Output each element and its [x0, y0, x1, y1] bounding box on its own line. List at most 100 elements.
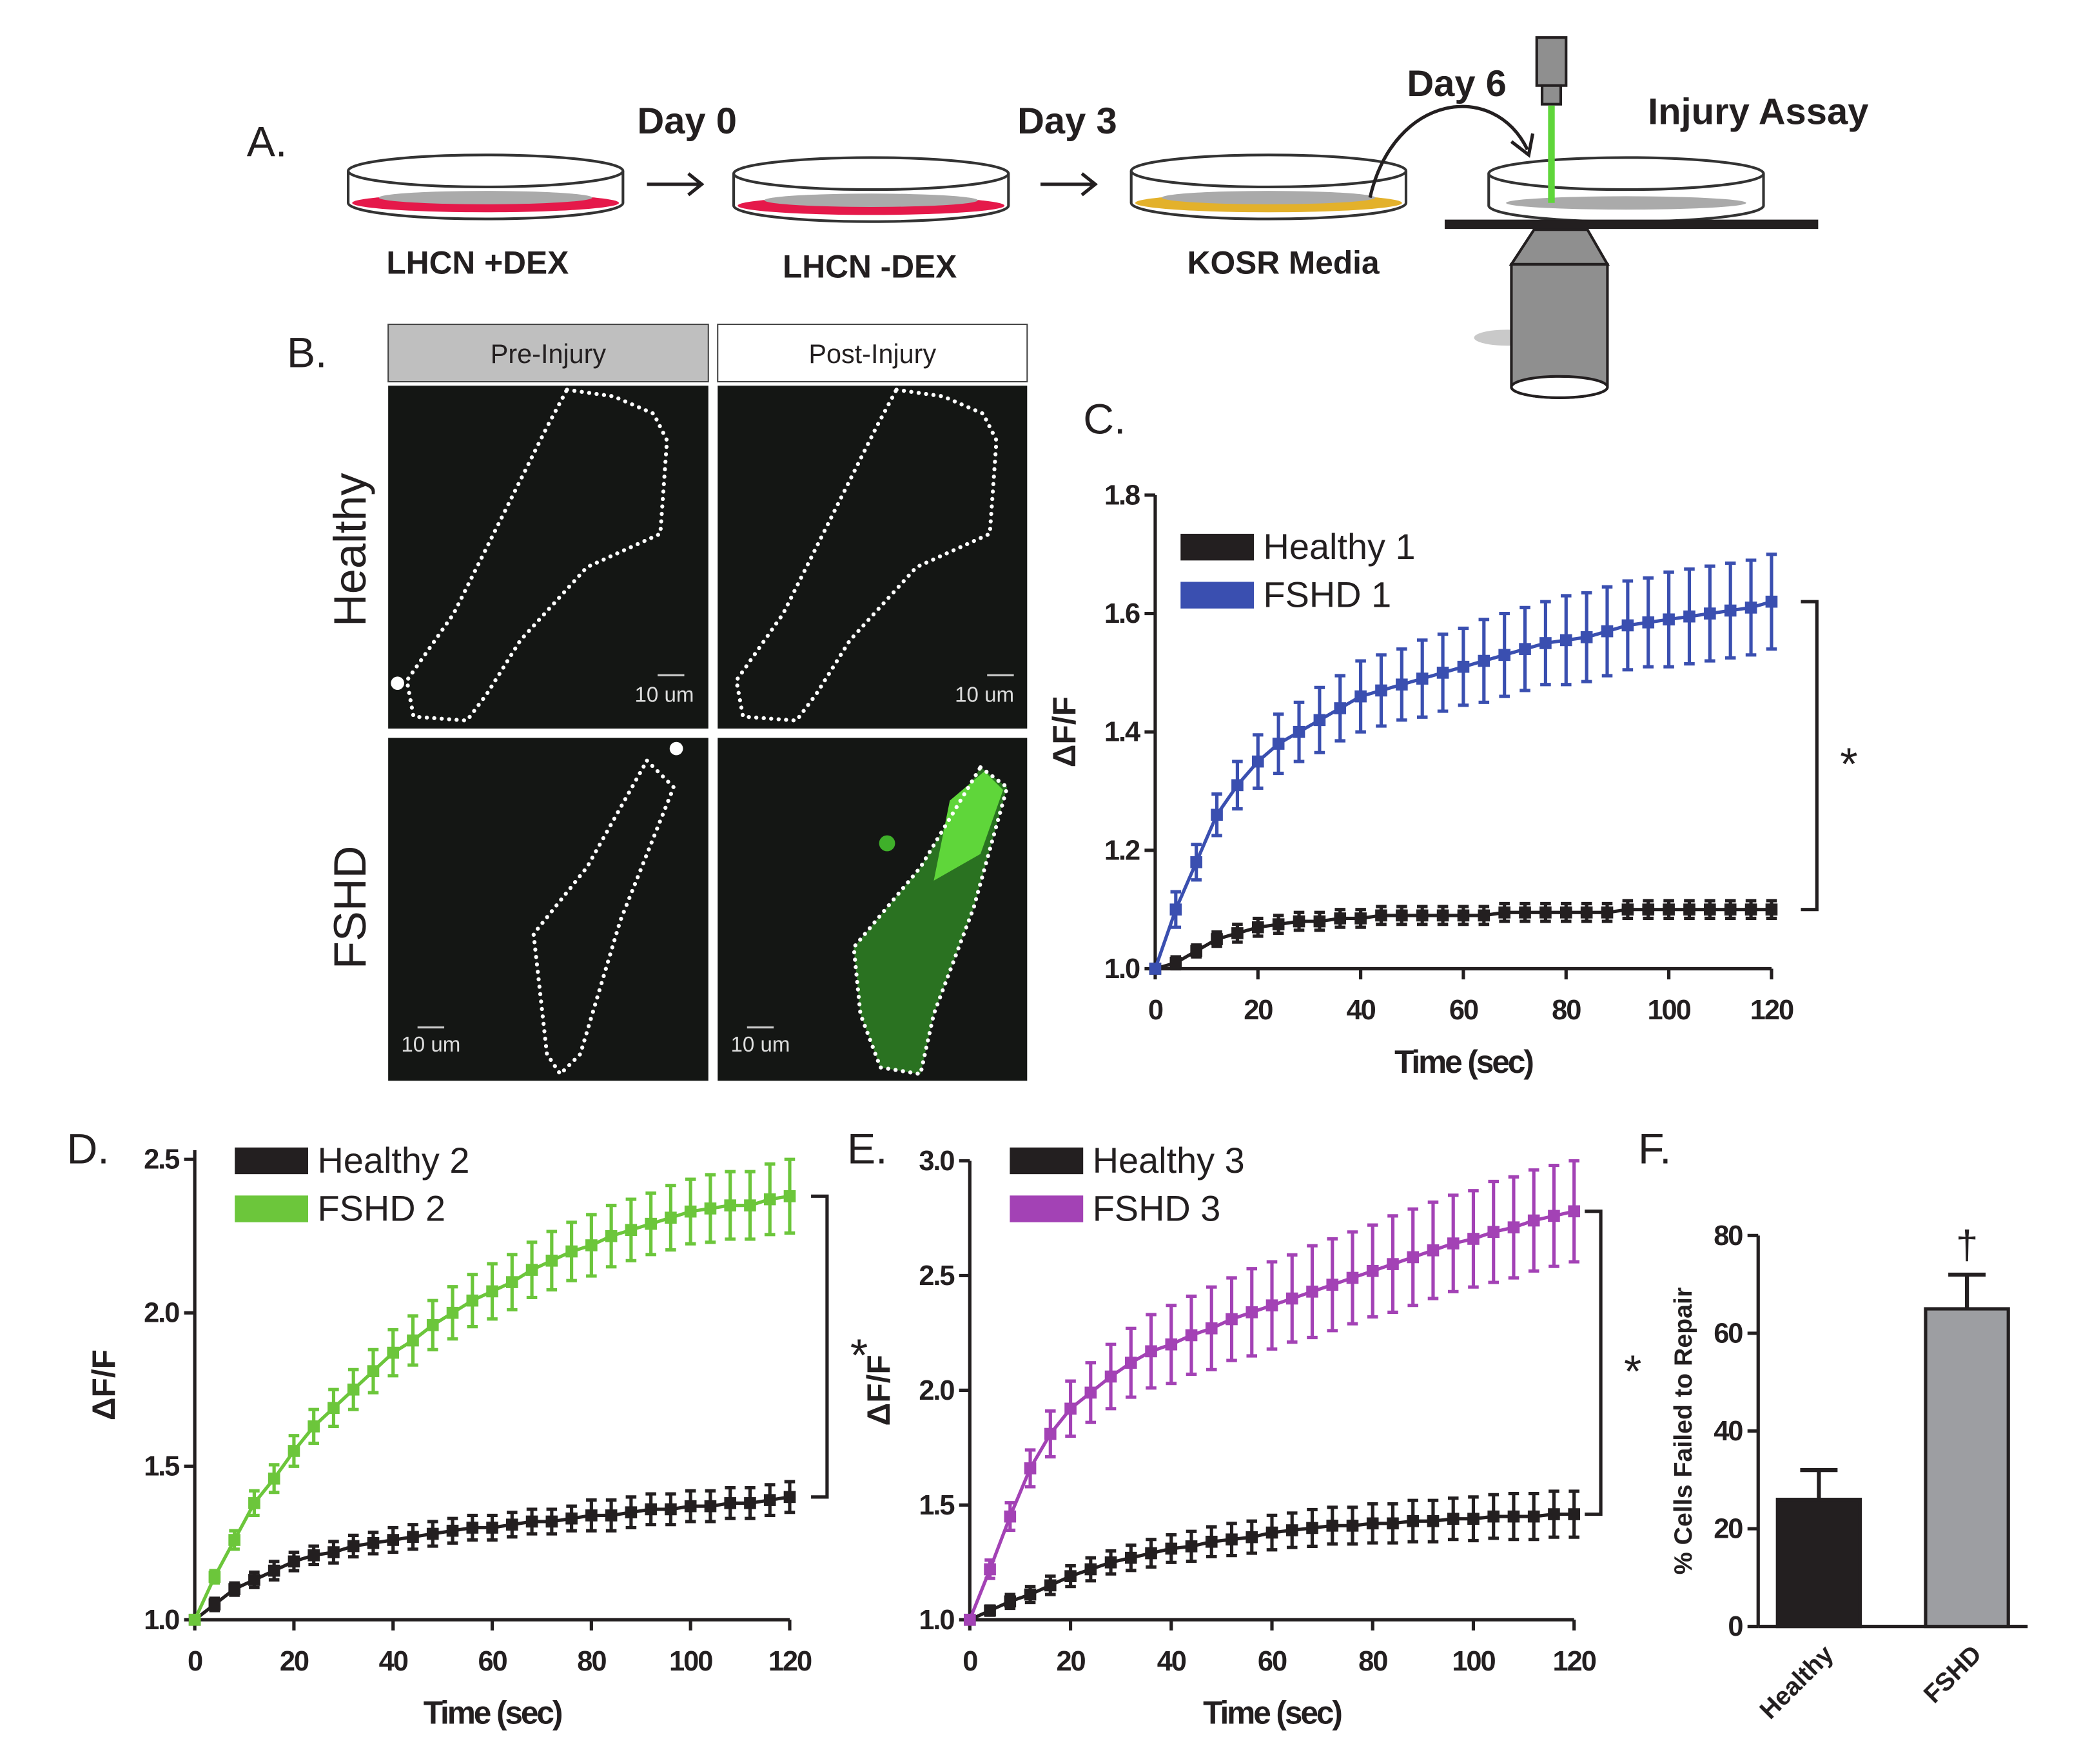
marker — [1744, 903, 1757, 916]
marker — [505, 1518, 518, 1531]
marker — [1190, 856, 1202, 868]
series-line — [193, 1194, 790, 1621]
marker — [1246, 1531, 1258, 1544]
day-label: Day 0 — [637, 101, 737, 142]
bracket — [1801, 600, 1819, 912]
marker — [1124, 1357, 1137, 1369]
marker — [1487, 1226, 1500, 1239]
marker — [1306, 1522, 1318, 1534]
marker — [407, 1334, 419, 1347]
marker — [783, 1190, 796, 1202]
dish-label: KOSR Media — [1187, 244, 1380, 280]
marker — [1165, 1338, 1178, 1351]
legend-label: FSHD 2 — [317, 1188, 445, 1229]
marker — [585, 1239, 598, 1251]
x-tick-label: 0 — [962, 1646, 977, 1677]
micrograph — [718, 386, 1028, 729]
marker — [1185, 1540, 1198, 1553]
marker — [1621, 903, 1634, 916]
y-tick-label: 60 — [1714, 1318, 1743, 1349]
marker — [426, 1527, 439, 1540]
marker — [1185, 1329, 1198, 1342]
assay-label: Injury Assay — [1648, 92, 1868, 133]
marker — [1457, 909, 1470, 922]
x-axis-label: Time (sec) — [1394, 1044, 1533, 1080]
x-tick-label: 120 — [1750, 995, 1793, 1026]
day-label: Day 3 — [1017, 101, 1117, 142]
marker — [1306, 1286, 1318, 1298]
y-tick-label: 1.5 — [144, 1451, 179, 1482]
error-bar — [1800, 1468, 1838, 1500]
marker — [1334, 702, 1347, 714]
x-tick-label: 60 — [1449, 995, 1478, 1026]
x-tick-label: Healthy — [1754, 1640, 1839, 1725]
marker — [1226, 1313, 1238, 1326]
marker — [1467, 1513, 1480, 1525]
marker — [1084, 1386, 1097, 1399]
y-tick-label: 2.5 — [144, 1144, 179, 1175]
marker — [1487, 1510, 1500, 1523]
marker — [1765, 903, 1778, 916]
marker — [407, 1531, 419, 1544]
scale-bars — [417, 674, 1014, 1029]
x-tick-label: 40 — [379, 1646, 408, 1677]
panel-label: C. — [1083, 396, 1126, 444]
series — [964, 1489, 1581, 1626]
marker — [1169, 957, 1182, 969]
marker — [625, 1224, 638, 1237]
marker — [1104, 1556, 1117, 1569]
marker — [1580, 631, 1593, 643]
panel-label: D. — [66, 1126, 109, 1173]
marker — [525, 1515, 538, 1528]
marker — [1436, 667, 1449, 679]
marker — [1447, 1237, 1460, 1250]
marker — [1024, 1462, 1037, 1475]
marker — [466, 1294, 479, 1307]
marker — [1104, 1370, 1117, 1383]
marker — [1416, 672, 1429, 685]
marker — [704, 1202, 717, 1215]
y-axis-label: ΔF/F — [1046, 696, 1082, 767]
legend-swatch — [235, 1195, 308, 1222]
marker — [1293, 725, 1305, 738]
marker — [1478, 909, 1490, 922]
marker — [1744, 602, 1757, 614]
marker — [1407, 1251, 1420, 1264]
x-tick-label: 40 — [1347, 995, 1376, 1026]
marker — [1519, 643, 1531, 655]
x-tick-label: 20 — [1056, 1646, 1085, 1677]
marker — [327, 1546, 340, 1558]
marker — [1387, 1258, 1399, 1270]
error-bar — [1948, 1272, 1986, 1309]
y-tick-label: 1.2 — [1104, 835, 1140, 866]
marker — [1427, 1514, 1440, 1527]
marker — [1568, 1205, 1581, 1218]
dish — [1129, 153, 1408, 220]
marker — [1346, 1520, 1359, 1532]
marker — [1663, 903, 1675, 916]
x-tick-label: 60 — [478, 1646, 507, 1677]
marker — [665, 1211, 677, 1224]
marker — [248, 1574, 260, 1586]
marker — [1539, 637, 1552, 649]
marker — [1366, 1517, 1379, 1530]
marker — [1765, 595, 1778, 608]
bar — [1924, 1307, 2010, 1629]
marker — [545, 1515, 558, 1528]
panel-label: B. — [287, 329, 327, 377]
marker — [446, 1524, 459, 1537]
marker — [1211, 808, 1223, 821]
marker — [1334, 912, 1347, 925]
marker — [1354, 912, 1367, 925]
x-tick-label: 20 — [280, 1646, 309, 1677]
series — [188, 1157, 796, 1626]
marker — [1285, 1292, 1298, 1305]
marker — [248, 1497, 260, 1509]
marker — [486, 1522, 498, 1534]
scale-label: 10 um — [401, 1033, 460, 1057]
y-axis-label: ΔF/F — [861, 1355, 897, 1426]
marker — [1457, 660, 1470, 673]
marker — [1387, 1517, 1399, 1530]
marker — [1527, 1214, 1540, 1227]
marker — [1498, 906, 1510, 919]
